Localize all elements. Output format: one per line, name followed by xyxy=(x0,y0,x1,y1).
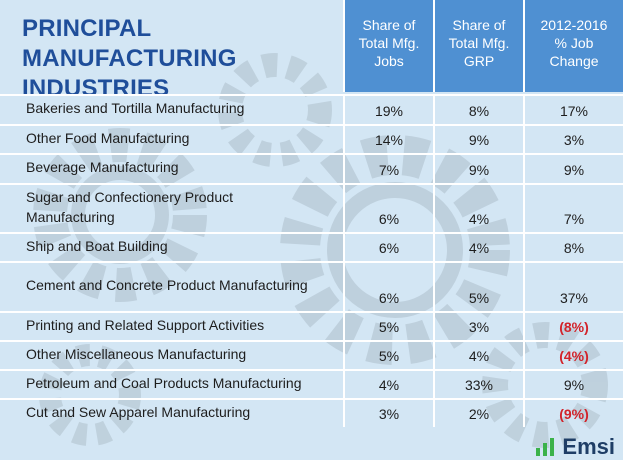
row-label: Other Miscellaneous Manufacturing xyxy=(0,340,343,369)
column-header: Share of Total Mfg. GRP xyxy=(433,0,523,92)
table-cell: 9% xyxy=(523,153,623,183)
row-label: Ship and Boat Building xyxy=(0,232,343,261)
table-cell: 8% xyxy=(523,232,623,261)
table-cell: 9% xyxy=(433,124,523,153)
table-cell: 2% xyxy=(433,398,523,427)
table-cell: 5% xyxy=(343,311,433,340)
row-label: Other Food Manufacturing xyxy=(0,124,343,153)
table-cell: 6% xyxy=(343,261,433,311)
column-header: Share of Total Mfg. Jobs xyxy=(343,0,433,92)
table-cell: 5% xyxy=(343,340,433,369)
table-cell: (8%) xyxy=(523,311,623,340)
table-cell: 19% xyxy=(343,94,433,124)
table-cell: 4% xyxy=(433,340,523,369)
table-cell: 3% xyxy=(343,398,433,427)
table-cell: 14% xyxy=(343,124,433,153)
logo-icon xyxy=(536,438,555,456)
row-label: Cement and Concrete Product Manufacturin… xyxy=(0,261,343,311)
table-cell: 4% xyxy=(433,232,523,261)
table-cell: 9% xyxy=(433,153,523,183)
logo: Emsi xyxy=(536,434,615,460)
table-cell: 33% xyxy=(433,369,523,398)
table-cell: 6% xyxy=(343,183,433,232)
table-cell: (4%) xyxy=(523,340,623,369)
row-label: Sugar and Confectionery Product Manufact… xyxy=(0,183,343,232)
table-cell: 3% xyxy=(433,311,523,340)
table-cell: 9% xyxy=(523,369,623,398)
column-header: 2012-2016 % Job Change xyxy=(523,0,623,92)
logo-text: Emsi xyxy=(562,434,615,459)
table-cell: 8% xyxy=(433,94,523,124)
table-cell: 7% xyxy=(523,183,623,232)
row-label: Cut and Sew Apparel Manufacturing xyxy=(0,398,343,427)
row-label: Petroleum and Coal Products Manufacturin… xyxy=(0,369,343,398)
table-cell: 5% xyxy=(433,261,523,311)
table-cell: 3% xyxy=(523,124,623,153)
table-cell: (9%) xyxy=(523,398,623,427)
table-cell: 4% xyxy=(343,369,433,398)
table-cell: 37% xyxy=(523,261,623,311)
row-label: Beverage Manufacturing xyxy=(0,153,343,183)
table-cell: 4% xyxy=(433,183,523,232)
row-label: Bakeries and Tortilla Manufacturing xyxy=(0,94,343,124)
row-label: Printing and Related Support Activities xyxy=(0,311,343,340)
table-cell: 17% xyxy=(523,94,623,124)
table-cell: 7% xyxy=(343,153,433,183)
table-cell: 6% xyxy=(343,232,433,261)
table-title: PRINCIPAL MANUFACTURING INDUSTRIES xyxy=(22,15,237,102)
